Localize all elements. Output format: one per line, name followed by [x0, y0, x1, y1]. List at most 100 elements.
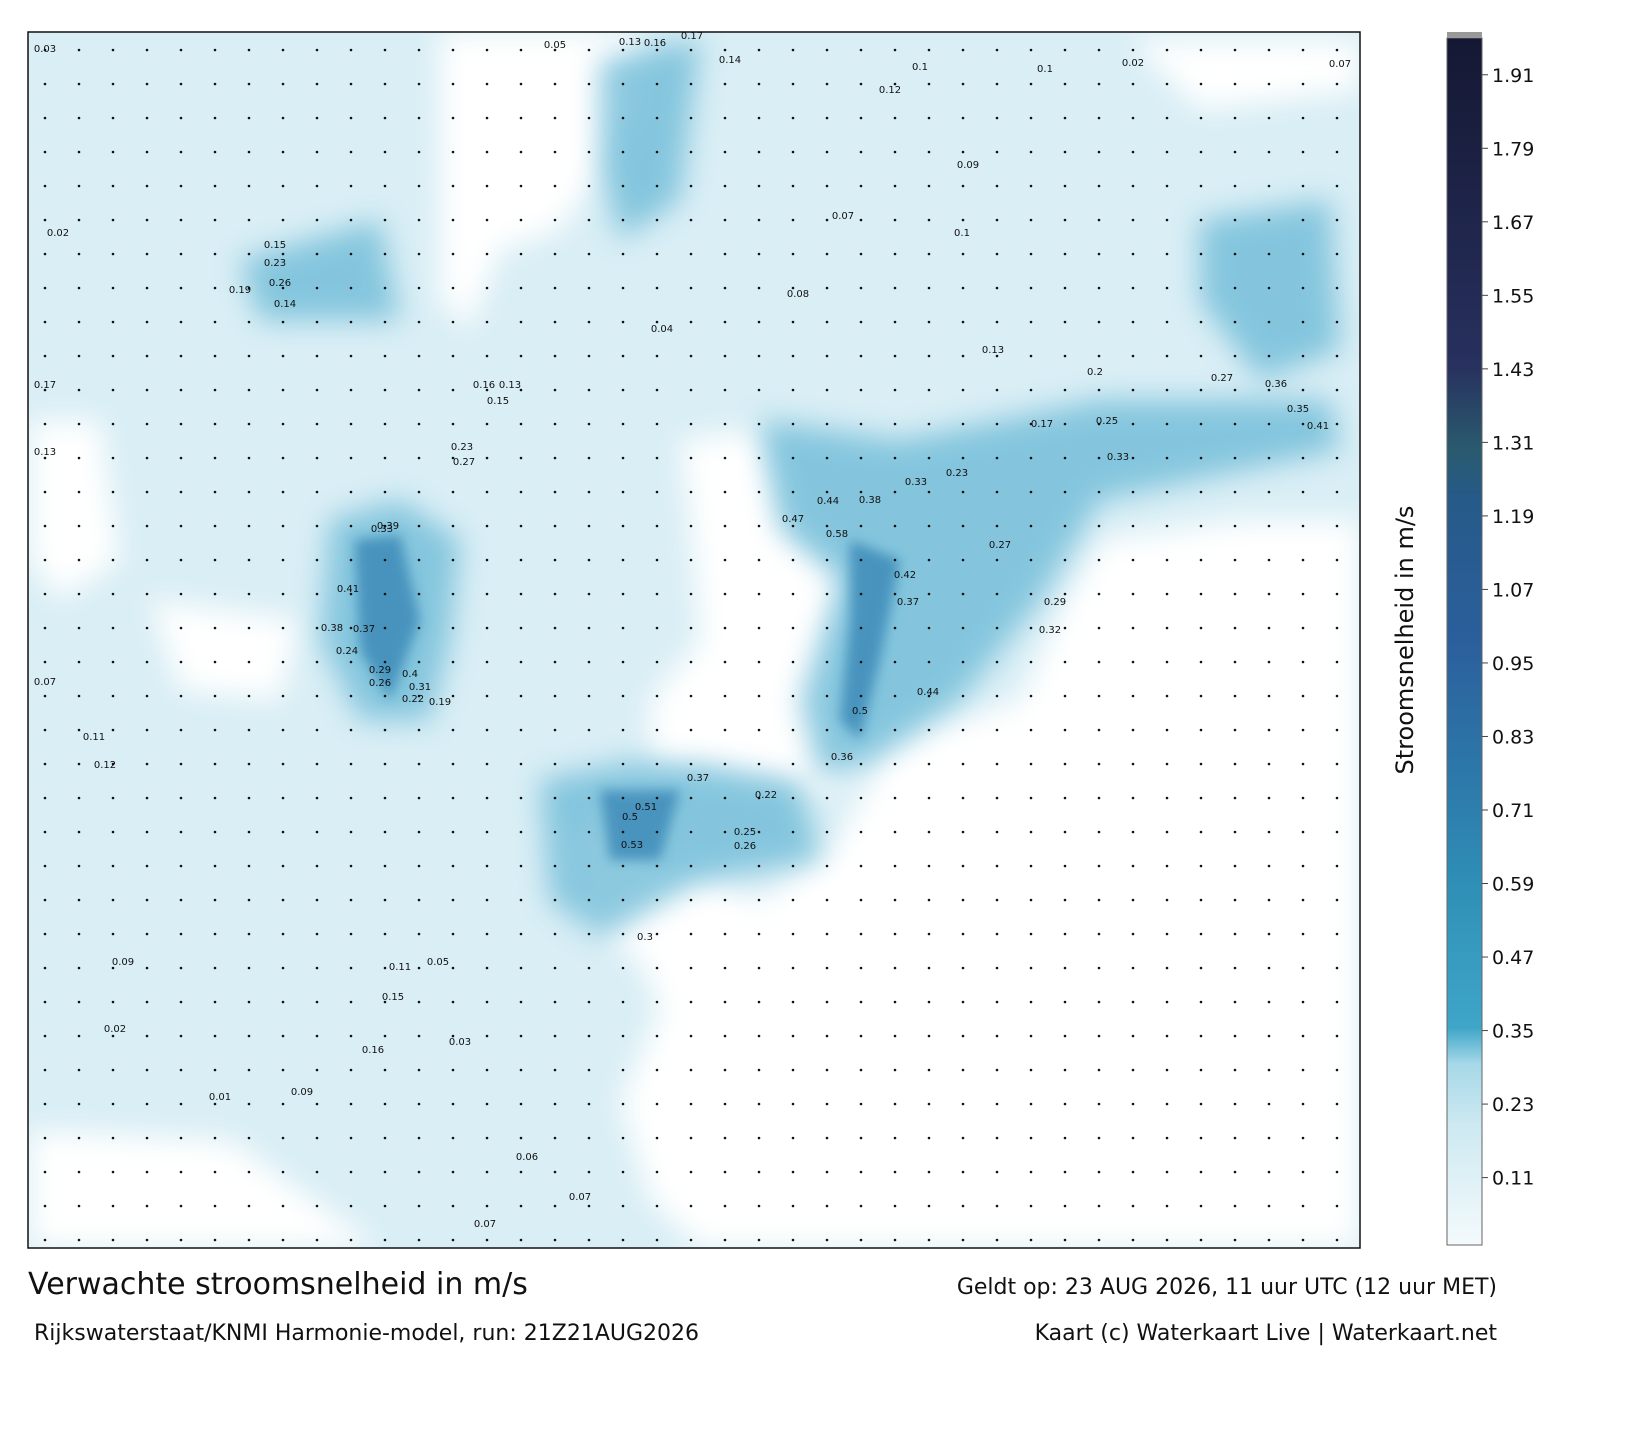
vector-dot	[1335, 116, 1339, 120]
vector-dot	[995, 422, 999, 426]
vector-dot	[315, 1136, 319, 1140]
vector-dot	[145, 592, 149, 596]
vector-dot	[1267, 116, 1271, 120]
vector-dot	[1301, 286, 1305, 290]
vector-dot	[995, 1068, 999, 1072]
vector-dot	[1131, 796, 1135, 800]
vector-dot	[417, 1136, 421, 1140]
vector-dot	[825, 354, 829, 358]
vector-dot	[349, 1136, 353, 1140]
speed-label: 0.12	[879, 85, 901, 96]
vector-dot	[893, 898, 897, 902]
credit: Kaart (c) Waterkaart Live | Waterkaart.n…	[1035, 1321, 1498, 1346]
vector-dot	[485, 388, 489, 392]
vector-dot	[621, 184, 625, 188]
vector-dot	[383, 1102, 387, 1106]
speed-label: 0.1	[1037, 64, 1053, 75]
vector-dot	[451, 1068, 455, 1072]
vector-dot	[451, 116, 455, 120]
vector-dot	[213, 184, 217, 188]
vector-dot	[519, 388, 523, 392]
vector-dot	[553, 218, 557, 222]
speed-label: 0.33	[371, 524, 393, 535]
colorbar-tick-label: 0.83	[1492, 726, 1534, 748]
vector-dot	[825, 320, 829, 324]
vector-dot	[213, 694, 217, 698]
vector-dot	[247, 830, 251, 834]
vector-dot	[145, 1136, 149, 1140]
vector-dot	[1063, 1170, 1067, 1174]
speed-label: 0.11	[83, 732, 105, 743]
vector-dot	[519, 1034, 523, 1038]
vector-dot	[213, 1068, 217, 1072]
speed-label: 0.19	[229, 285, 251, 296]
vector-dot	[961, 966, 965, 970]
vector-dot	[859, 286, 863, 290]
vector-dot	[723, 932, 727, 936]
vector-dot	[587, 218, 591, 222]
vector-dot	[961, 116, 965, 120]
speed-label: 0.15	[382, 992, 404, 1003]
vector-dot	[723, 456, 727, 460]
vector-dot	[213, 558, 217, 562]
vector-dot	[1233, 932, 1237, 936]
vector-dot	[893, 490, 897, 494]
vector-dot	[1063, 150, 1067, 154]
vector-dot	[893, 626, 897, 630]
vector-dot	[553, 728, 557, 732]
vector-dot	[1301, 796, 1305, 800]
vector-dot	[859, 864, 863, 868]
vector-dot	[1097, 558, 1101, 562]
vector-dot	[961, 524, 965, 528]
vector-dot	[825, 286, 829, 290]
vector-dot	[791, 728, 795, 732]
vector-dot	[587, 1102, 591, 1106]
vector-dot	[1097, 218, 1101, 222]
colorbar-ticks: 0.110.230.350.470.590.710.830.951.071.19…	[1482, 65, 1534, 1190]
vector-dot	[519, 660, 523, 664]
vector-dot	[451, 82, 455, 86]
vector-dot	[893, 82, 897, 86]
vector-dot	[1301, 830, 1305, 834]
vector-dot	[893, 1068, 897, 1072]
vector-dot	[1233, 150, 1237, 154]
vector-dot	[1063, 728, 1067, 732]
vector-dot	[1029, 830, 1033, 834]
vector-dot	[1301, 48, 1305, 52]
vector-dot	[1029, 456, 1033, 460]
vector-dot	[1131, 150, 1135, 154]
vector-dot	[485, 456, 489, 460]
vector-dot	[281, 388, 285, 392]
vector-dot	[553, 558, 557, 562]
vector-dot	[213, 932, 217, 936]
vector-dot	[1131, 932, 1135, 936]
vector-dot	[1267, 320, 1271, 324]
vector-dot	[1165, 864, 1169, 868]
vector-dot	[757, 1102, 761, 1106]
vector-dot	[43, 320, 47, 324]
vector-dot	[961, 898, 965, 902]
colorbar-tick-label: 1.67	[1492, 212, 1534, 234]
vector-dot	[451, 898, 455, 902]
vector-dot	[1199, 1068, 1203, 1072]
vector-dot	[1335, 1000, 1339, 1004]
speed-label: 0.38	[859, 495, 881, 506]
vector-dot	[587, 864, 591, 868]
vector-dot	[77, 1102, 81, 1106]
vector-dot	[111, 1170, 115, 1174]
vector-dot	[791, 626, 795, 630]
vector-dot	[1335, 48, 1339, 52]
vector-dot	[417, 1068, 421, 1072]
vector-dot	[621, 728, 625, 732]
vector-dot	[519, 932, 523, 936]
vector-dot	[1063, 558, 1067, 562]
vector-dot	[485, 524, 489, 528]
vector-dot	[1029, 1034, 1033, 1038]
vector-dot	[1029, 592, 1033, 596]
vector-dot	[1301, 1034, 1305, 1038]
vector-dot	[1335, 218, 1339, 222]
vector-dot	[1063, 864, 1067, 868]
vector-dot	[791, 1170, 795, 1174]
vector-dot	[723, 490, 727, 494]
vector-dot	[553, 388, 557, 392]
